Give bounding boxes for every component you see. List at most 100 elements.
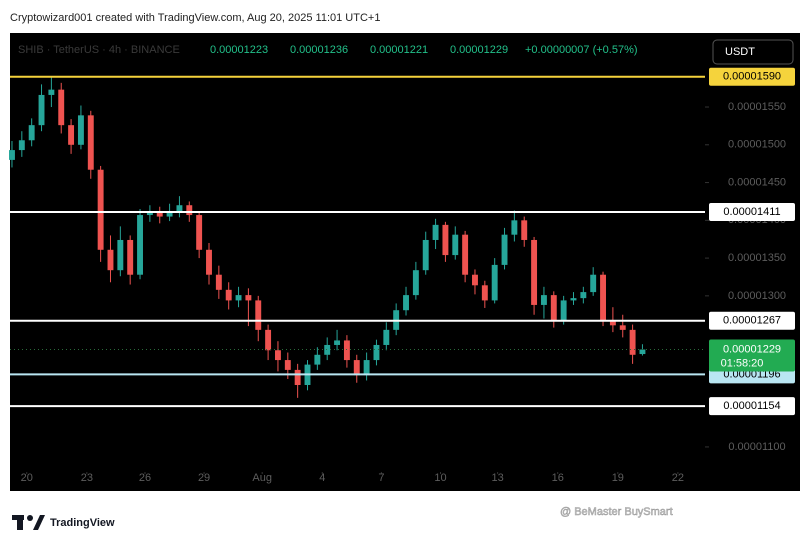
candle-body <box>225 289 232 301</box>
candle-body <box>373 344 380 361</box>
x-tick-label: 26 <box>139 472 151 484</box>
candle-body <box>58 89 65 126</box>
x-tick-label: 16 <box>552 472 564 484</box>
level-label-box <box>709 311 795 330</box>
candle-body <box>176 205 183 213</box>
x-tick-label: 29 <box>198 472 210 484</box>
candle-body <box>501 234 508 265</box>
candle-body <box>245 295 252 301</box>
last-price-label: 0.00001229 <box>723 343 781 355</box>
candle-body <box>609 320 616 326</box>
candle-body <box>511 220 518 235</box>
candle-body <box>146 212 153 216</box>
candle-body <box>48 89 55 95</box>
legend-high: 0.00001236 <box>290 44 348 56</box>
x-tick-label: 19 <box>612 472 624 484</box>
y-tick-label: 0.00001550 <box>728 101 786 113</box>
plot: 0.000015500.000015000.000014500.00001400… <box>9 67 795 484</box>
candle-body <box>619 325 626 330</box>
candle-body <box>403 295 409 311</box>
level-label: 0.00001411 <box>723 206 780 218</box>
x-tick-label: 10 <box>434 472 446 484</box>
logo: TradingView <box>12 515 115 530</box>
y-tick-label: 0.00001500 <box>728 139 786 151</box>
legend-close: 0.00001229 <box>450 44 508 56</box>
candle-body <box>639 349 646 355</box>
candle-body <box>540 295 547 305</box>
legend-change: +0.00000007 (+0.57%) <box>525 44 638 56</box>
candle-body <box>432 224 439 240</box>
candle-body <box>68 125 75 145</box>
candle-body <box>77 115 84 145</box>
x-tick-label: Aug <box>252 472 272 484</box>
logo-slash <box>33 515 45 530</box>
candle-body <box>235 295 242 301</box>
candle-body <box>265 329 272 351</box>
candle-body <box>274 350 281 361</box>
y-tick-label: 0.00001300 <box>728 290 786 302</box>
candle-body <box>324 344 331 355</box>
candle-body <box>481 285 488 301</box>
candle-body <box>491 264 498 301</box>
attribution: Cryptowizard001 created with TradingView… <box>10 12 380 24</box>
candle-body <box>117 239 124 271</box>
candle-body <box>284 360 291 370</box>
candle-body <box>186 205 193 216</box>
candle-body <box>107 249 114 271</box>
x-tick-label: 7 <box>378 472 384 484</box>
y-tick-label: 0.00001350 <box>728 252 786 264</box>
candle-body <box>629 329 636 355</box>
candle-body <box>521 220 528 240</box>
candle-body <box>127 239 134 275</box>
candle-body <box>343 340 350 361</box>
candle-body <box>590 274 597 293</box>
watermark: @ BeMaster BuySmart <box>560 506 673 518</box>
logo-dot <box>27 515 33 521</box>
candle-body <box>97 169 104 250</box>
y-tick-label: 0.00001100 <box>728 441 785 453</box>
candle-body <box>18 140 25 151</box>
candle-body <box>255 300 262 330</box>
x-tick-label: 20 <box>21 472 33 484</box>
candle-body <box>383 329 390 345</box>
candle-body <box>353 360 360 376</box>
candle-body <box>531 239 538 305</box>
candle-body <box>363 360 370 376</box>
legend-open: 0.00001223 <box>210 44 268 56</box>
candle-body <box>442 224 449 256</box>
logo-stem <box>17 515 23 530</box>
candle-body <box>334 340 341 345</box>
level-label-box <box>709 203 795 222</box>
level-label-box <box>709 67 795 86</box>
legend-low: 0.00001221 <box>370 44 428 56</box>
level-label: 0.00001267 <box>723 315 781 327</box>
candle-body <box>550 295 557 321</box>
x-tick-label: 23 <box>81 472 93 484</box>
candle-body <box>156 212 163 217</box>
y-tick-label: 0.00001450 <box>728 176 786 188</box>
candle-body <box>38 94 45 126</box>
candle-body <box>570 298 577 301</box>
candle-body <box>452 234 459 256</box>
level-label: 0.00001154 <box>723 400 780 412</box>
level-label-box <box>709 397 795 416</box>
candle-body <box>137 215 143 275</box>
x-tick-label: 13 <box>492 472 504 484</box>
candle-body <box>580 292 587 299</box>
logo-text: TradingView <box>50 517 115 529</box>
candle-body <box>87 115 94 170</box>
candle-body <box>314 354 321 365</box>
candle-body <box>166 212 173 217</box>
currency-button[interactable] <box>712 39 794 65</box>
candle-body <box>206 249 212 275</box>
candle-body <box>196 215 203 250</box>
x-tick-label: 4 <box>319 472 325 484</box>
candle-body <box>560 300 567 321</box>
candle-body <box>600 274 606 321</box>
symbol: SHIB · TetherUS · 4h · BINANCE <box>18 44 180 56</box>
level-label: 0.00001590 <box>723 71 781 83</box>
last-price-box <box>709 339 795 372</box>
currency[interactable]: USDT <box>725 46 755 58</box>
